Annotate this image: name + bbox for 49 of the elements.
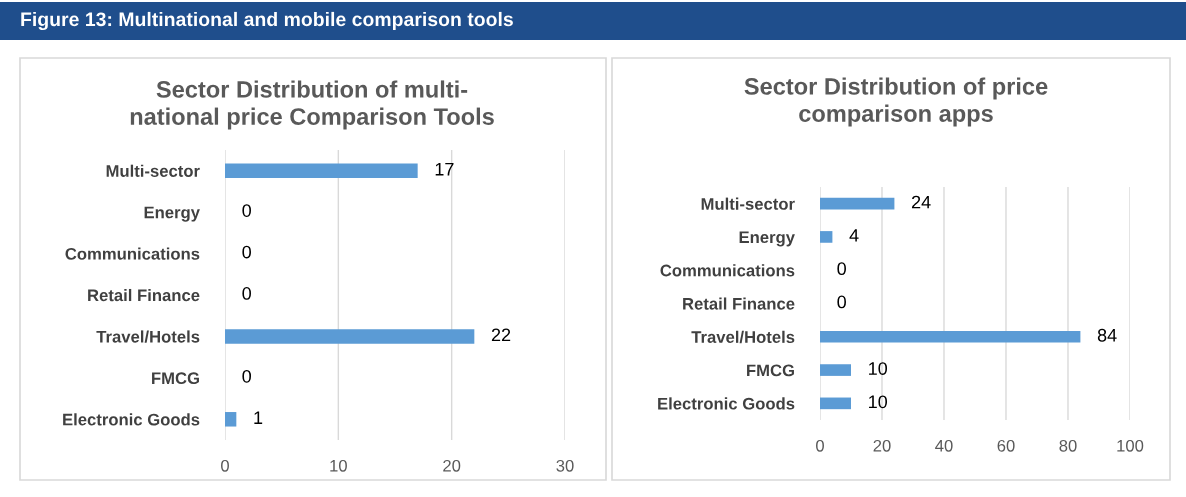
x-tick-label: 80: [1059, 439, 1077, 452]
data-label: 0: [242, 245, 251, 259]
data-label: 0: [242, 369, 251, 383]
y-tick-label: FMCG: [747, 364, 794, 377]
y-tick-label: Multi-sector: [701, 197, 795, 210]
bar: [820, 397, 851, 410]
y-tick-label: Multi-sector: [106, 164, 200, 177]
data-label: 22: [491, 328, 511, 342]
y-tick-label: Energy: [739, 231, 795, 247]
x-tick-label: 10: [330, 459, 347, 472]
y-tick-label: Energy: [144, 206, 200, 222]
y-tick-label: FMCG: [152, 372, 199, 385]
x-tick-label: 0: [221, 459, 229, 472]
data-label: 10: [869, 395, 888, 409]
data-label: 10: [869, 362, 888, 375]
data-label: 84: [1097, 328, 1117, 342]
bar: [820, 330, 1081, 343]
x-tick-label: 100: [1117, 439, 1144, 452]
bar: [820, 364, 851, 376]
bar: [225, 163, 418, 178]
y-tick-label: Retail Finance: [683, 297, 795, 310]
x-tick-label: 30: [556, 459, 574, 472]
caption: Figure 13: Multinational and mobile comparison tools: [21, 11, 513, 31]
bar: [225, 329, 475, 344]
bar: [820, 231, 833, 243]
x-tick-label: 20: [873, 439, 891, 452]
chart-title: Sector Distribution of price comparison apps: [744, 77, 1048, 127]
data-label: 24: [911, 195, 931, 209]
y-tick-label: Travel/Hotels: [96, 330, 200, 343]
x-tick-label: 0: [816, 439, 824, 452]
chart-title: Sector Distribution of multi- national price Comparison Tools: [130, 80, 494, 130]
data-label: 0: [242, 204, 251, 217]
x-tick-label: 20: [443, 459, 461, 472]
data-label: 4: [849, 229, 859, 242]
bar: [225, 412, 237, 427]
y-tick-label: Communications: [65, 247, 200, 260]
data-label: 0: [837, 295, 846, 309]
y-tick-label: Retail Finance: [88, 288, 200, 302]
y-tick-label: Travel/Hotels: [691, 330, 795, 344]
bar: [820, 197, 895, 210]
data-label: 17: [435, 162, 454, 176]
y-tick-label: Communications: [660, 264, 795, 277]
data-label: 0: [242, 287, 251, 300]
data-label: 1: [254, 411, 263, 424]
y-tick-label: Electronic Goods: [63, 413, 200, 426]
data-label: 0: [837, 262, 846, 276]
y-tick-label: Electronic Goods: [658, 397, 795, 410]
x-tick-label: 60: [997, 439, 1015, 452]
x-tick-label: 40: [935, 439, 953, 452]
